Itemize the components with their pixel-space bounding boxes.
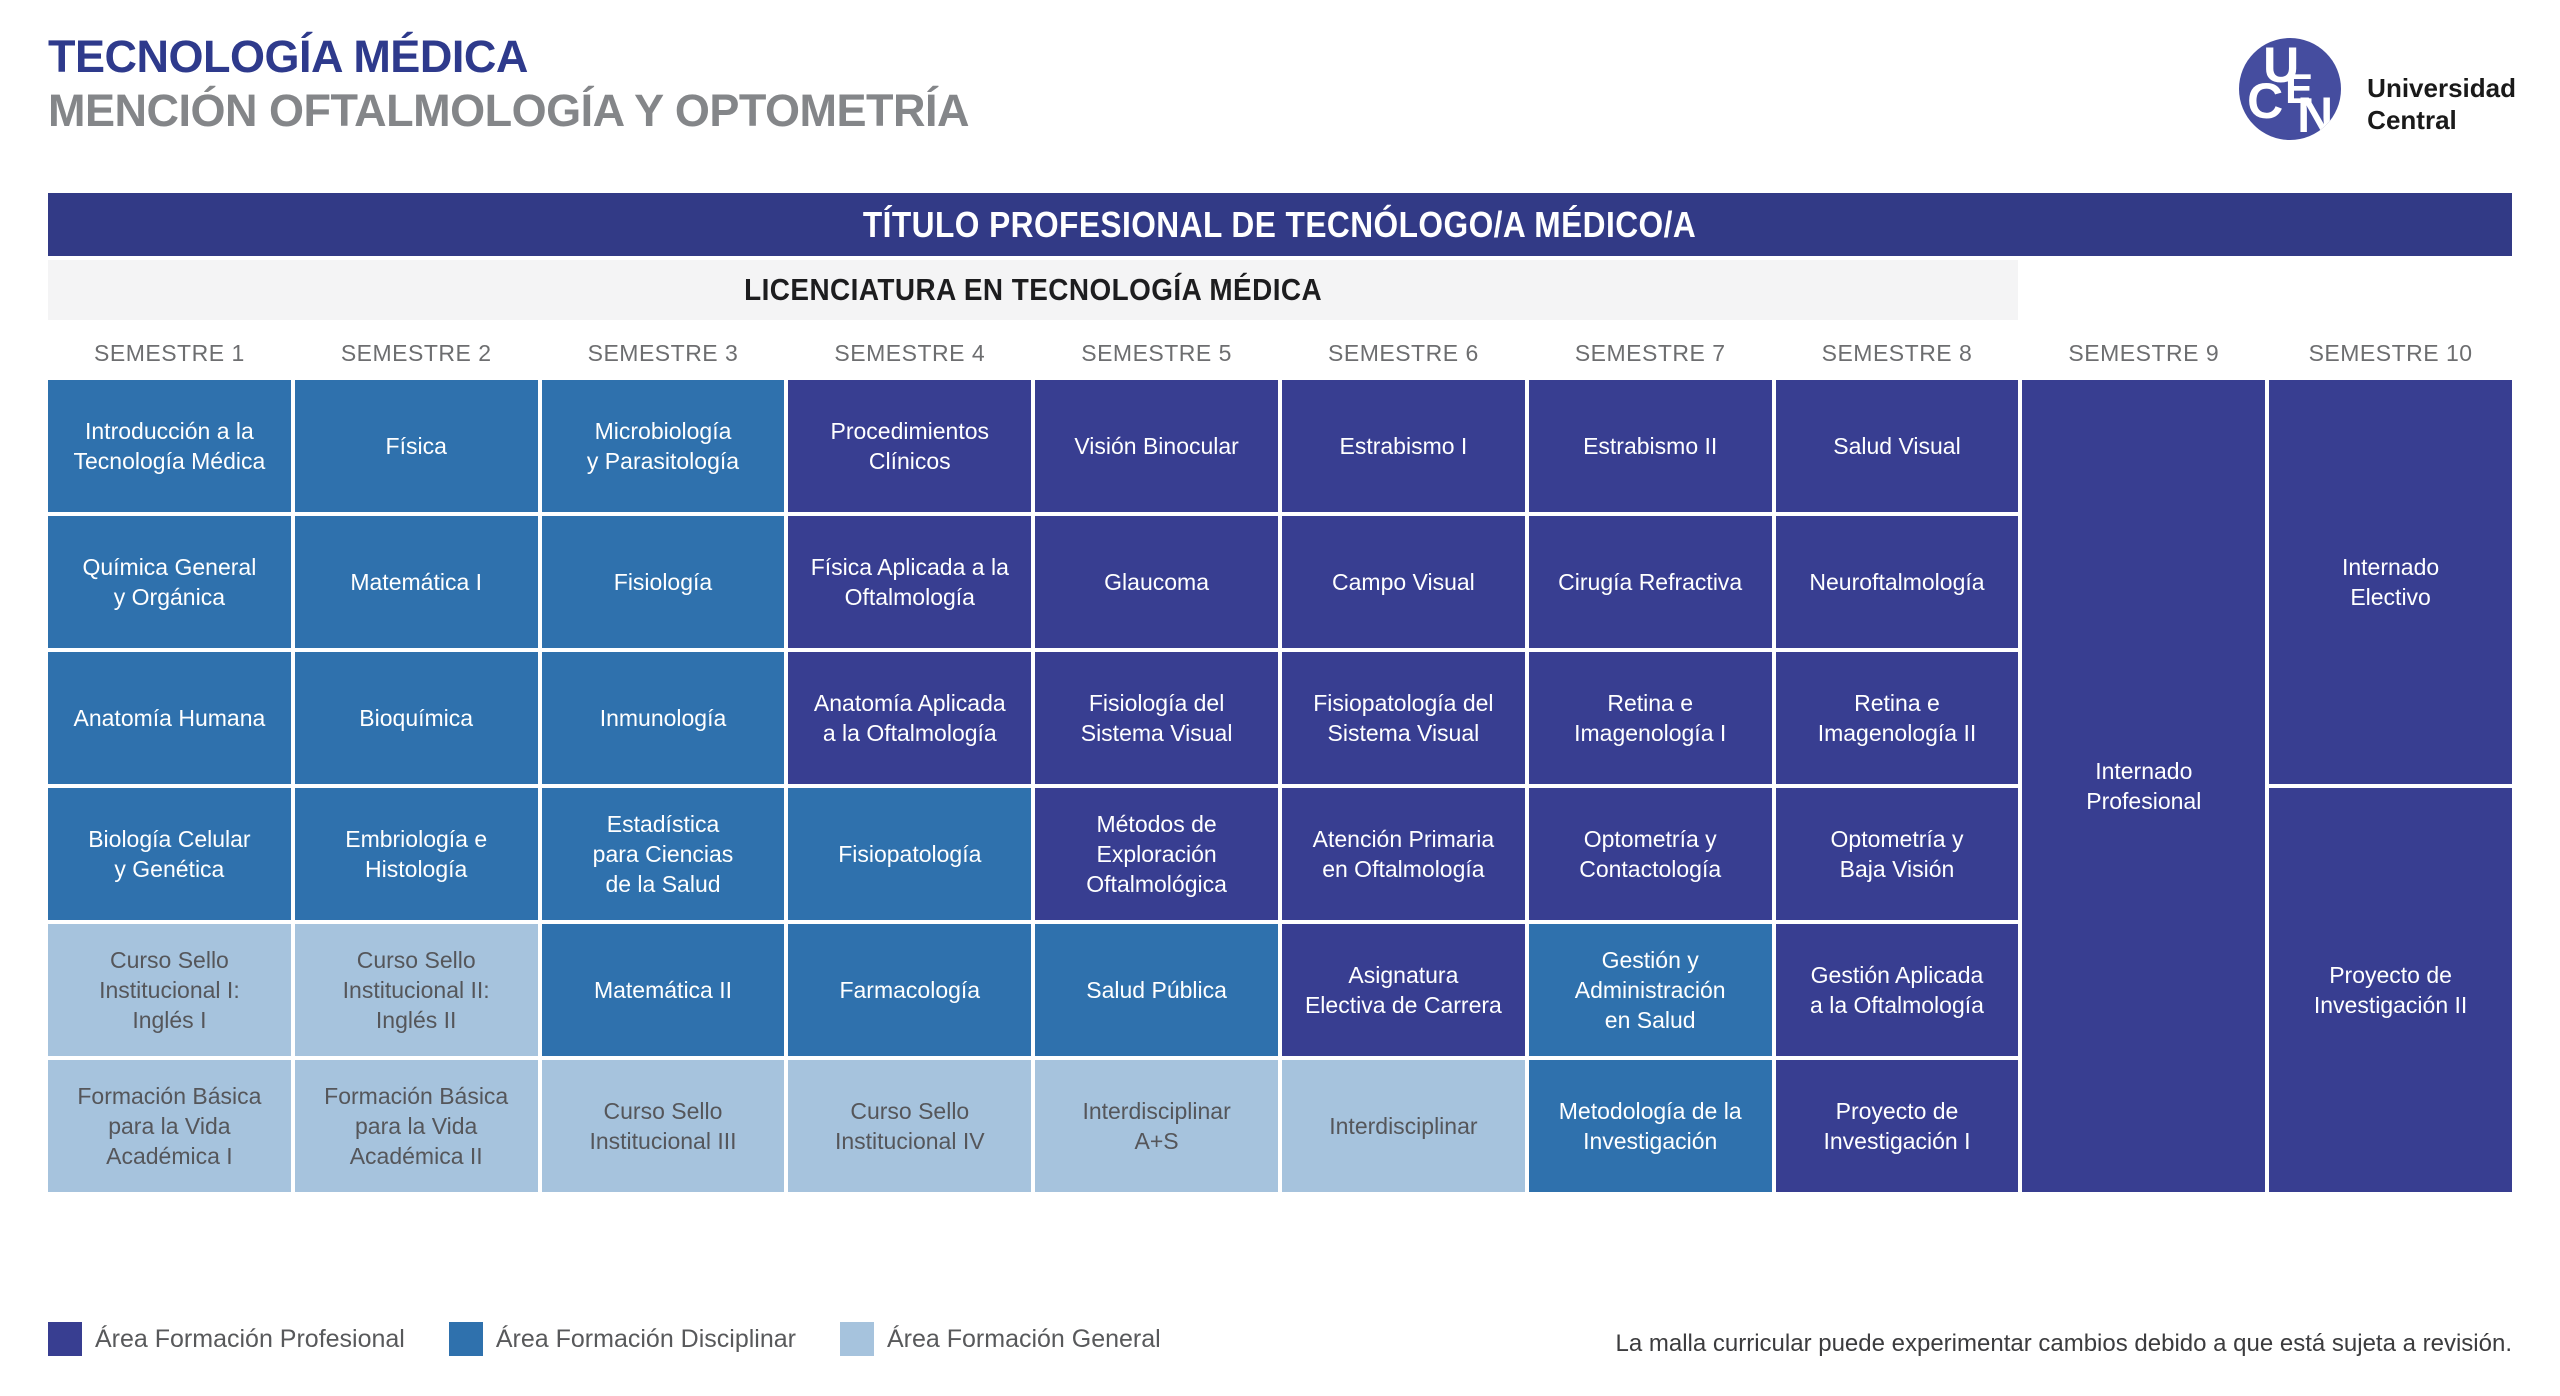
- semester-header-10: SEMESTRE 10: [2308, 339, 2473, 366]
- course-cell-s4-r2: Física Aplicada a la Oftalmología: [788, 516, 1032, 648]
- university-logo: U C E N Universidad Central: [2239, 38, 2516, 140]
- course-cell-s3-r4: Estadística para Ciencias de la Salud: [541, 788, 785, 920]
- legend-item-disciplinar: Área Formación Disciplinar: [448, 1322, 796, 1356]
- semester-header-8: SEMESTRE 8: [1821, 339, 1973, 366]
- course-cell-s7-r3: Retina e Imagenología I: [1528, 652, 1772, 784]
- course-cell-s7-r5: Gestión y Administración en Salud: [1528, 924, 1772, 1056]
- semester-header-7: SEMESTRE 7: [1574, 339, 1726, 366]
- course-cell-s8-r3: Retina e Imagenología II: [1775, 652, 2019, 784]
- program-subtitle: MENCIÓN OFTALMOLOGÍA Y OPTOMETRÍA: [48, 85, 970, 136]
- course-cell-s10-r4: Proyecto de Investigación II: [2269, 788, 2512, 1192]
- logo-letter-c: C: [2247, 73, 2284, 129]
- course-cell-s3-r1: Microbiología y Parasitología: [541, 380, 785, 512]
- course-cell-s4-r3: Anatomía Aplicada a la Oftalmología: [788, 652, 1032, 784]
- course-cell-s7-r6: Metodología de la Investigación: [1528, 1060, 1772, 1192]
- semester-header-1: SEMESTRE 1: [94, 339, 245, 366]
- semester-header-3: SEMESTRE 3: [587, 339, 739, 366]
- course-cell-s6-r5: Asignatura Electiva de Carrera: [1282, 924, 1525, 1056]
- university-name-line2: Central: [2367, 105, 2457, 135]
- course-cell-s1-r1: Introducción a la Tecnología Médica: [48, 380, 291, 512]
- course-cell-s2-r5: Curso Sello Institucional II: Inglés II: [294, 924, 538, 1056]
- course-cell-s1-r6: Formación Básica para la Vida Académica …: [48, 1060, 291, 1192]
- course-cell-s1-r2: Química General y Orgánica: [48, 516, 291, 648]
- university-name-line1: Universidad: [2367, 73, 2516, 103]
- course-cell-s4-r1: Procedimientos Clínicos: [788, 380, 1032, 512]
- course-cell-s1-r4: Biología Celular y Genética: [48, 788, 291, 920]
- course-cell-s6-r4: Atención Primaria en Oftalmología: [1282, 788, 1525, 920]
- course-cell-s2-r2: Matemática I: [294, 516, 538, 648]
- semester-header-5: SEMESTRE 5: [1081, 339, 1232, 366]
- course-cell-s5-r2: Glaucoma: [1035, 516, 1278, 648]
- licenciatura-text: LICENCIATURA EN TECNOLOGÍA MÉDICA: [743, 272, 1322, 307]
- course-cell-s6-r1: Estrabismo I: [1282, 380, 1525, 512]
- area-legend: Área Formación Profesional Área Formación…: [48, 1322, 1161, 1356]
- course-cell-s5-r4: Métodos de Exploración Oftalmológica: [1035, 788, 1278, 920]
- semester-headers: SEMESTRE 1 SEMESTRE 2 SEMESTRE 3 SEMESTRE 4…: [48, 334, 2512, 372]
- legend-item-general: Área Formación General: [839, 1322, 1161, 1356]
- course-cell-s5-r1: Visión Binocular: [1035, 380, 1278, 512]
- course-cell-s2-r6: Formación Básica para la Vida Académica …: [294, 1060, 538, 1192]
- legend-swatch-general-icon: [839, 1322, 874, 1356]
- legend-item-profesional: Área Formación Profesional: [48, 1322, 405, 1356]
- semester-header-2: SEMESTRE 2: [340, 339, 492, 366]
- logo-letter-u: U: [2263, 38, 2300, 93]
- course-cell-s3-r3: Inmunología: [541, 652, 785, 784]
- logo-letter-e: E: [2285, 65, 2314, 112]
- legend-swatch-disciplinar-icon: [448, 1322, 483, 1356]
- course-cell-s5-r5: Salud Pública: [1035, 924, 1278, 1056]
- course-cell-s8-r4: Optometría y Baja Visión: [1775, 788, 2019, 920]
- course-cell-s4-r6: Curso Sello Institucional IV: [788, 1060, 1032, 1192]
- course-cell-s7-r4: Optometría y Contactología: [1528, 788, 1772, 920]
- course-cell-s8-r1: Salud Visual: [1775, 380, 2019, 512]
- licenciatura-banner: LICENCIATURA EN TECNOLOGÍA MÉDICA: [48, 260, 2018, 320]
- course-cell-s7-r1: Estrabismo II: [1528, 380, 1772, 512]
- course-cell-s5-r6: Interdisciplinar A+S: [1035, 1060, 1278, 1192]
- revision-footnote: La malla curricular puede experimentar c…: [1615, 1330, 2513, 1357]
- course-cell-s8-r6: Proyecto de Investigación I: [1775, 1060, 2019, 1192]
- ucen-logo-icon: U C E N: [2239, 38, 2342, 140]
- course-cell-s9-r1: Internado Profesional: [2022, 380, 2266, 1192]
- legend-label-disciplinar: Área Formación Disciplinar: [495, 1324, 796, 1353]
- professional-title-text: TÍTULO PROFESIONAL DE TECNÓLOGO/A MÉDICO…: [863, 203, 1697, 245]
- course-cell-s1-r3: Anatomía Humana: [48, 652, 291, 784]
- course-cell-s3-r5: Matemática II: [541, 924, 785, 1056]
- semester-header-9: SEMESTRE 9: [2068, 339, 2220, 366]
- legend-swatch-profesional-icon: [48, 1322, 82, 1356]
- program-title: TECNOLOGÍA MÉDICA: [48, 31, 528, 82]
- professional-title-banner: TÍTULO PROFESIONAL DE TECNÓLOGO/A MÉDICO…: [48, 193, 2512, 256]
- page-title: TECNOLOGÍA MÉDICA MENCIÓN OFTALMOLOGÍA Y…: [48, 30, 970, 138]
- course-cell-s4-r4: Fisiopatología: [788, 788, 1032, 920]
- legend-label-profesional: Área Formación Profesional: [95, 1324, 405, 1353]
- curriculum-grid: Introducción a la Tecnología Médica Quími…: [48, 380, 2512, 1192]
- course-cell-s10-r1: Internado Electivo: [2269, 380, 2512, 784]
- semester-header-4: SEMESTRE 4: [834, 339, 986, 366]
- course-cell-s6-r6: Interdisciplinar: [1282, 1060, 1525, 1192]
- course-cell-s1-r5: Curso Sello Institucional I: Inglés I: [48, 924, 291, 1056]
- course-cell-s2-r3: Bioquímica: [294, 652, 538, 784]
- logo-letter-n: N: [2297, 87, 2334, 140]
- course-cell-s8-r5: Gestión Aplicada a la Oftalmología: [1775, 924, 2019, 1056]
- course-cell-s7-r2: Cirugía Refractiva: [1528, 516, 1772, 648]
- legend-label-general: Área Formación General: [886, 1324, 1161, 1353]
- course-cell-s2-r4: Embriología e Histología: [294, 788, 538, 920]
- course-cell-s6-r3: Fisiopatología del Sistema Visual: [1282, 652, 1525, 784]
- course-cell-s2-r1: Física: [294, 380, 538, 512]
- course-cell-s3-r2: Fisiología: [541, 516, 785, 648]
- course-cell-s3-r6: Curso Sello Institucional III: [541, 1060, 785, 1192]
- university-name: Universidad Central: [2367, 72, 2516, 136]
- course-cell-s4-r5: Farmacología: [788, 924, 1032, 1056]
- semester-header-6: SEMESTRE 6: [1328, 339, 1479, 366]
- course-cell-s5-r3: Fisiología del Sistema Visual: [1035, 652, 1278, 784]
- course-cell-s6-r2: Campo Visual: [1282, 516, 1525, 648]
- course-cell-s8-r2: Neuroftalmología: [1775, 516, 2019, 648]
